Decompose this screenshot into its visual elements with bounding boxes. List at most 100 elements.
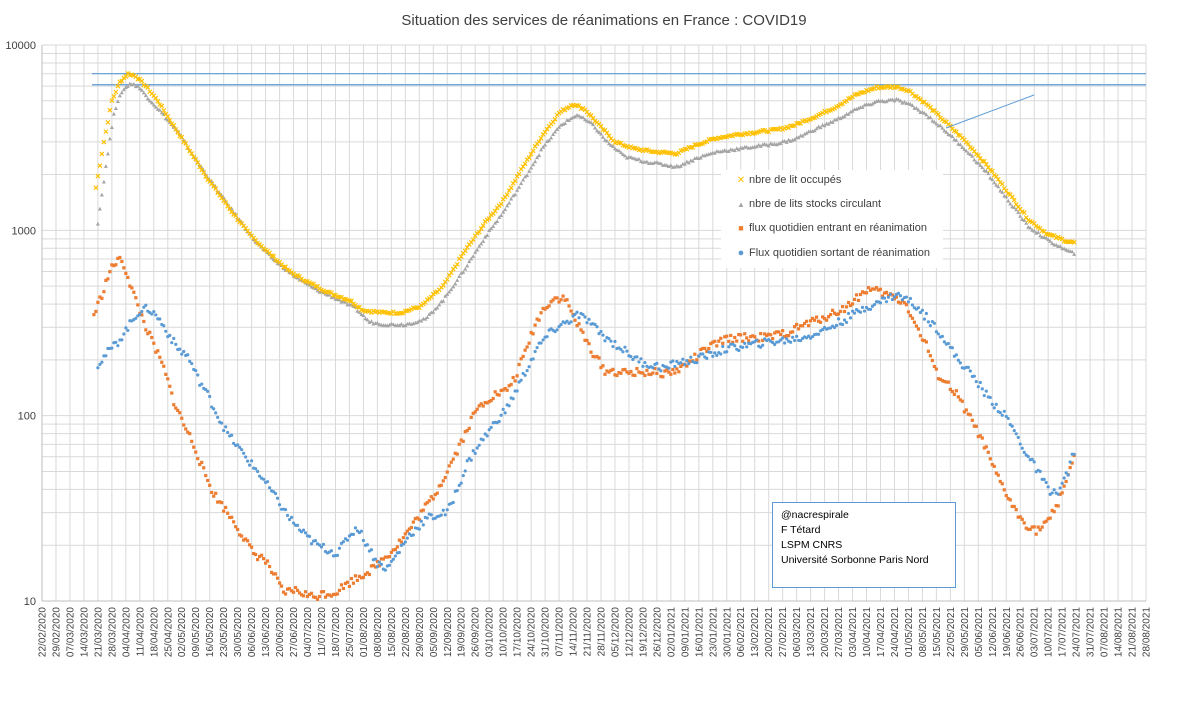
data-point (842, 318, 847, 322)
data-point (448, 270, 454, 276)
data-point (975, 153, 981, 158)
data-point (100, 360, 104, 364)
data-point (329, 594, 334, 598)
data-point (824, 318, 829, 322)
data-point (954, 138, 959, 142)
data-point (583, 315, 587, 319)
data-point (595, 354, 599, 359)
data-point (477, 243, 482, 248)
data-point (457, 442, 461, 446)
data-point (585, 321, 589, 325)
data-point (1064, 479, 1068, 484)
data-point (960, 399, 964, 403)
data-point (717, 339, 721, 343)
data-point (497, 215, 502, 220)
data-point (924, 340, 928, 344)
data-point (477, 404, 481, 408)
data-point (178, 347, 182, 351)
x-tick-label: 04/07/2020 (303, 607, 314, 657)
data-point (509, 196, 514, 201)
data-point (970, 418, 974, 422)
data-point (173, 126, 179, 132)
data-point (553, 129, 558, 134)
legend-item-flux-entrant: ■ flux quotidien entrant en réanimation (735, 221, 927, 235)
data-point (1009, 194, 1015, 200)
data-point (747, 339, 751, 343)
data-point (347, 584, 352, 589)
data-point (898, 301, 903, 305)
y-axis-labels: 10 100 1000 10000 (5, 40, 36, 608)
data-point (487, 400, 491, 404)
data-point (737, 332, 741, 337)
series-2 (95, 81, 1077, 328)
data-point (208, 483, 212, 487)
data-point (527, 341, 531, 345)
data-point (565, 298, 569, 302)
data-point (375, 320, 380, 325)
data-point (715, 344, 719, 348)
data-point (557, 300, 561, 304)
data-point (713, 339, 717, 343)
data-point (240, 534, 244, 538)
data-point (242, 451, 246, 455)
data-point (214, 491, 218, 495)
x-tick-label: 06/02/2021 (736, 607, 747, 657)
data-point (801, 324, 805, 328)
data-point (118, 255, 122, 260)
data-point (543, 142, 548, 147)
data-point (962, 410, 966, 414)
data-point (130, 286, 134, 290)
data-point (224, 425, 228, 429)
data-point (109, 98, 115, 103)
data-point (682, 161, 687, 166)
data-point (536, 139, 542, 145)
data-point (194, 369, 198, 373)
data-point (267, 486, 272, 490)
data-point (214, 411, 218, 415)
data-point (1044, 480, 1048, 485)
data-point (104, 354, 108, 358)
data-point (1030, 457, 1034, 461)
data-point (966, 151, 971, 155)
data-point (1026, 527, 1030, 531)
data-point (309, 542, 314, 546)
data-point (462, 248, 468, 254)
data-point (196, 373, 200, 377)
x-tick-label: 27/03/2021 (834, 607, 845, 657)
data-point (902, 99, 907, 104)
data-point (401, 536, 405, 540)
data-point (549, 300, 553, 304)
data-point (832, 311, 837, 315)
data-point (779, 332, 783, 337)
data-point (248, 463, 252, 467)
data-point (587, 317, 591, 321)
data-point (854, 293, 859, 297)
data-point (812, 128, 817, 133)
data-point (625, 370, 629, 374)
data-point (111, 111, 116, 116)
data-point (579, 328, 583, 332)
data-point (475, 407, 479, 411)
data-point (1002, 409, 1006, 413)
data-point (1000, 413, 1004, 417)
data-point (492, 208, 498, 214)
data-point (485, 233, 490, 237)
data-point (463, 469, 467, 473)
data-point (187, 148, 192, 153)
data-point (644, 159, 649, 164)
x-tick-label: 08/05/2021 (918, 607, 929, 657)
data-point (212, 407, 216, 411)
x-tick-label: 07/11/2020 (555, 607, 566, 657)
data-series (92, 70, 1077, 601)
data-point (517, 185, 522, 189)
data-point (920, 308, 925, 312)
data-point (838, 309, 843, 313)
data-point (369, 319, 374, 324)
data-point (512, 178, 518, 184)
data-point (1008, 498, 1012, 502)
data-point (964, 408, 968, 412)
data-point (607, 337, 611, 341)
data-point (503, 411, 507, 415)
data-point (858, 310, 863, 314)
data-point (188, 432, 192, 436)
